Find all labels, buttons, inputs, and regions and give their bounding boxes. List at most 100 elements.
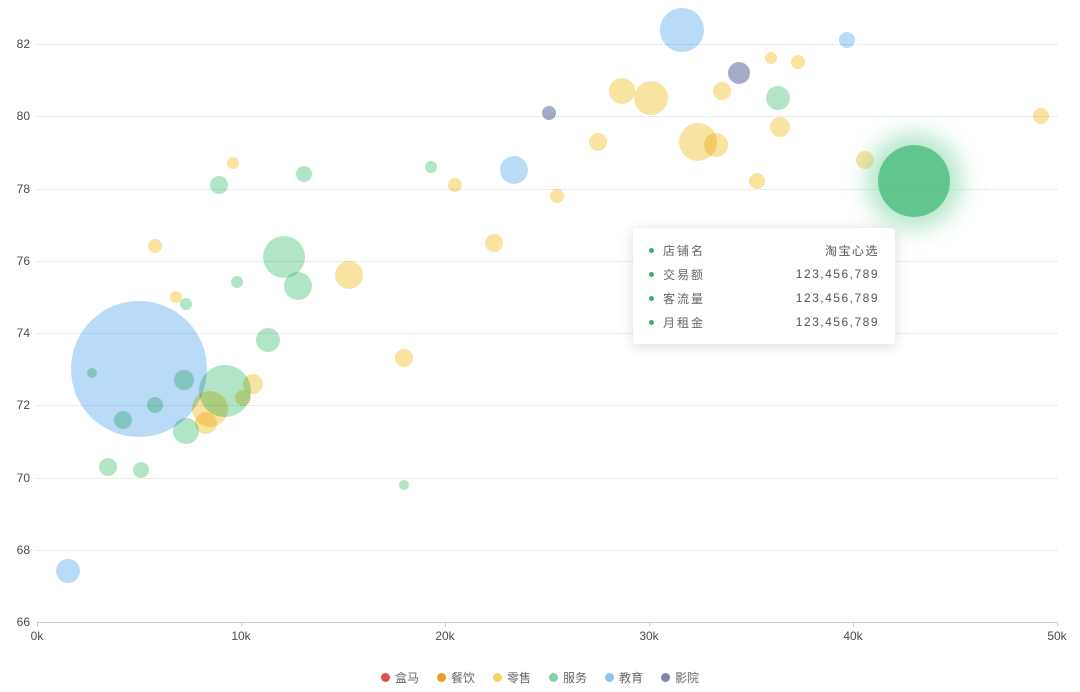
bubble[interactable] bbox=[542, 105, 557, 120]
x-axis-tick-label: 40k bbox=[843, 629, 863, 643]
bubble[interactable] bbox=[634, 81, 669, 116]
x-axis-tick-mark bbox=[1057, 622, 1058, 627]
bubble[interactable] bbox=[749, 173, 766, 190]
bubble[interactable] bbox=[1032, 108, 1049, 125]
tooltip-label: 月租金 bbox=[663, 315, 706, 330]
gridline bbox=[37, 405, 1057, 407]
highlighted-bubble[interactable] bbox=[878, 145, 951, 218]
tooltip-value: 123,456,789 bbox=[795, 315, 879, 329]
tooltip-label: 客流量 bbox=[663, 291, 706, 306]
bubble[interactable] bbox=[790, 55, 805, 70]
bubble[interactable] bbox=[399, 479, 410, 490]
tooltip-value: 123,456,789 bbox=[795, 291, 879, 305]
legend-item-cinema[interactable]: 影院 bbox=[661, 669, 699, 686]
x-axis-tick-label: 20k bbox=[435, 629, 455, 643]
tooltip: 店铺名 淘宝心选 交易额 123,456,789 客流量 123,456,789… bbox=[633, 228, 895, 344]
bubble[interactable] bbox=[769, 117, 790, 138]
x-axis-tick-mark bbox=[649, 622, 650, 627]
bubble[interactable] bbox=[335, 261, 364, 290]
y-axis-tick-label: 66 bbox=[16, 615, 30, 629]
bubble[interactable] bbox=[284, 272, 313, 301]
legend-dot-icon bbox=[492, 673, 502, 682]
bubble[interactable] bbox=[226, 157, 239, 170]
bubble[interactable] bbox=[198, 364, 251, 417]
bubble[interactable] bbox=[148, 239, 163, 254]
bubble[interactable] bbox=[71, 301, 207, 438]
bubble[interactable] bbox=[765, 86, 790, 111]
bubble[interactable] bbox=[727, 61, 750, 84]
bubble[interactable] bbox=[424, 160, 437, 173]
x-axis-line bbox=[37, 622, 1057, 623]
tooltip-value: 123,456,789 bbox=[795, 267, 879, 281]
bubble[interactable] bbox=[255, 328, 280, 353]
y-axis-tick-label: 82 bbox=[16, 37, 30, 51]
tooltip-value: 淘宝心选 bbox=[824, 243, 879, 258]
bubble[interactable] bbox=[209, 175, 228, 194]
bubble[interactable] bbox=[500, 156, 529, 185]
bubble[interactable] bbox=[448, 177, 463, 192]
y-axis-tick-label: 68 bbox=[16, 542, 30, 557]
bubble[interactable] bbox=[704, 133, 729, 158]
bubble[interactable] bbox=[395, 349, 414, 368]
bubble[interactable] bbox=[262, 236, 305, 279]
x-axis-tick-label: 50k bbox=[1047, 629, 1067, 643]
x-axis-tick-mark bbox=[241, 622, 242, 627]
x-axis-tick-label: 30k bbox=[639, 629, 659, 643]
x-axis-tick-mark bbox=[37, 622, 38, 627]
legend-item-hema[interactable]: 盒马 bbox=[380, 669, 419, 686]
gridline bbox=[37, 260, 1057, 262]
bubble[interactable] bbox=[179, 298, 192, 311]
tooltip-label: 店铺名 bbox=[663, 243, 706, 258]
bubble[interactable] bbox=[609, 77, 636, 104]
legend-label: 盒马 bbox=[394, 671, 419, 685]
gridline bbox=[37, 188, 1057, 190]
y-axis-tick-label: 74 bbox=[16, 326, 30, 340]
bubble[interactable] bbox=[659, 7, 704, 52]
legend-label: 餐饮 bbox=[450, 671, 475, 685]
legend-label: 影院 bbox=[675, 671, 700, 685]
gridline bbox=[37, 549, 1057, 551]
bubble[interactable] bbox=[133, 462, 150, 479]
tooltip-row: 交易额 123,456,789 bbox=[649, 262, 879, 286]
legend-item-education[interactable]: 教育 bbox=[605, 669, 643, 686]
legend-item-dining[interactable]: 餐饮 bbox=[436, 669, 475, 686]
bubble[interactable] bbox=[484, 233, 503, 252]
bubble[interactable] bbox=[765, 52, 778, 65]
legend-dot-icon bbox=[380, 673, 390, 682]
bubble[interactable] bbox=[55, 559, 80, 584]
y-axis-tick-label: 70 bbox=[16, 470, 30, 485]
tooltip-dot-icon bbox=[649, 295, 654, 301]
bubble[interactable] bbox=[713, 81, 732, 100]
bubble[interactable] bbox=[838, 32, 855, 49]
tooltip-row: 月租金 123,456,789 bbox=[649, 310, 879, 334]
legend: 盒马 餐饮 零售 服务 教育 影院 bbox=[0, 669, 1080, 686]
legend-label: 教育 bbox=[619, 671, 644, 685]
bubble[interactable] bbox=[169, 290, 182, 303]
tooltip-dot-icon bbox=[649, 247, 654, 253]
bubble[interactable] bbox=[99, 457, 118, 476]
bubble[interactable] bbox=[550, 188, 565, 203]
x-axis-tick-mark bbox=[853, 622, 854, 627]
gridline bbox=[37, 44, 1057, 45]
legend-item-service[interactable]: 服务 bbox=[549, 669, 587, 686]
x-axis-tick-label: 10k bbox=[231, 629, 251, 643]
x-axis-tick-mark bbox=[445, 622, 446, 627]
bubble[interactable] bbox=[856, 150, 875, 169]
tooltip-row: 店铺名 淘宝心选 bbox=[649, 238, 879, 262]
bubble[interactable] bbox=[230, 276, 243, 289]
bubble[interactable] bbox=[296, 166, 313, 183]
gridline bbox=[37, 333, 1057, 334]
tooltip-label: 交易额 bbox=[663, 267, 706, 282]
tooltip-row: 客流量 123,456,789 bbox=[649, 286, 879, 310]
gridline bbox=[37, 477, 1057, 479]
tooltip-dot-icon bbox=[649, 271, 654, 277]
legend-item-retail[interactable]: 零售 bbox=[492, 669, 531, 686]
legend-dot-icon bbox=[661, 673, 671, 682]
tooltip-dot-icon bbox=[649, 319, 654, 325]
y-axis-tick-label: 80 bbox=[16, 109, 30, 124]
x-axis-tick-label: 0k bbox=[30, 629, 44, 643]
bubble[interactable] bbox=[195, 412, 218, 435]
legend-label: 零售 bbox=[506, 671, 531, 685]
bubble[interactable] bbox=[589, 132, 607, 151]
